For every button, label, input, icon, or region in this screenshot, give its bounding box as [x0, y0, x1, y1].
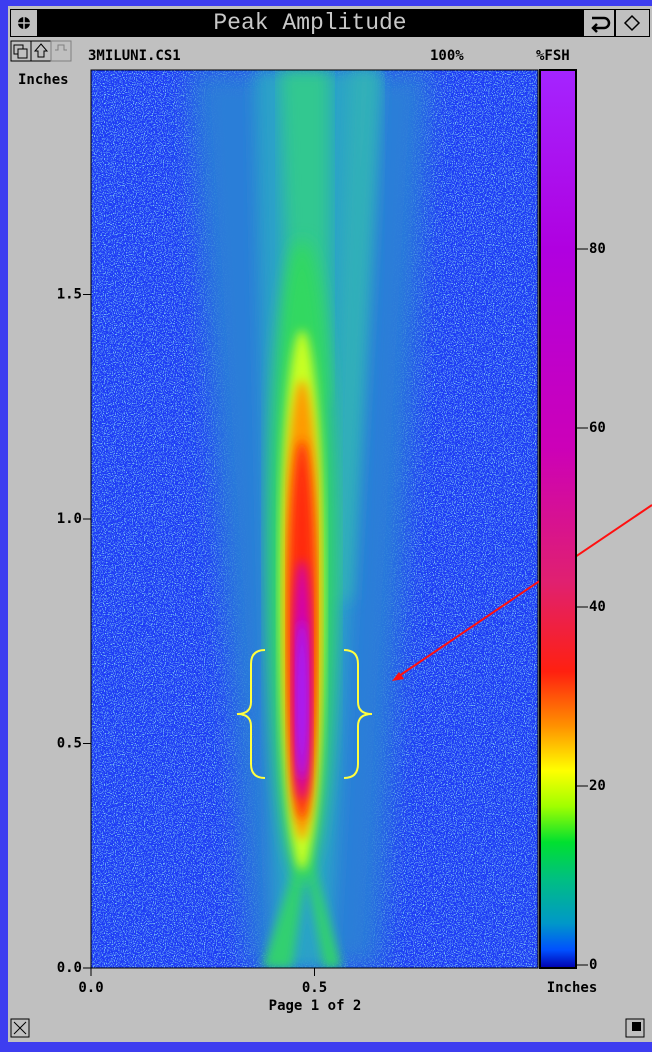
colorbar-tick-label: 0 — [589, 957, 597, 973]
bracket-right — [343, 649, 373, 779]
x-tick-label: 0.0 — [78, 980, 103, 996]
colorbar — [539, 69, 577, 969]
x-axis-label: Inches — [547, 980, 598, 996]
y-tick-label: 0.5 — [57, 736, 82, 752]
arrow — [395, 504, 652, 679]
colorbar-tick-label: 80 — [589, 241, 606, 257]
bracket-left — [236, 649, 266, 779]
scan-image — [91, 70, 538, 968]
maximize-button[interactable] — [616, 10, 649, 36]
toolbar-peak[interactable] — [50, 40, 72, 62]
zoom: 100% — [430, 48, 464, 64]
y-axis-label: Inches — [18, 72, 69, 88]
footer: Page 1 of 2 — [269, 998, 362, 1014]
y-tick-label: 1.0 — [57, 511, 82, 527]
y-tick-label: 0.0 — [57, 960, 82, 976]
colorbar-tick-label: 60 — [589, 420, 606, 436]
x-tick-label: 0.5 — [302, 980, 327, 996]
title-bar — [10, 9, 650, 37]
file-name: 3MILUNI.CS1 — [88, 48, 181, 64]
y-tick-label: 1.5 — [57, 287, 82, 303]
units: %FSH — [536, 48, 570, 64]
colorbar-tick-label: 20 — [589, 778, 606, 794]
window-title: Peak Amplitude — [213, 10, 406, 36]
colorbar-tick-label: 40 — [589, 599, 606, 615]
